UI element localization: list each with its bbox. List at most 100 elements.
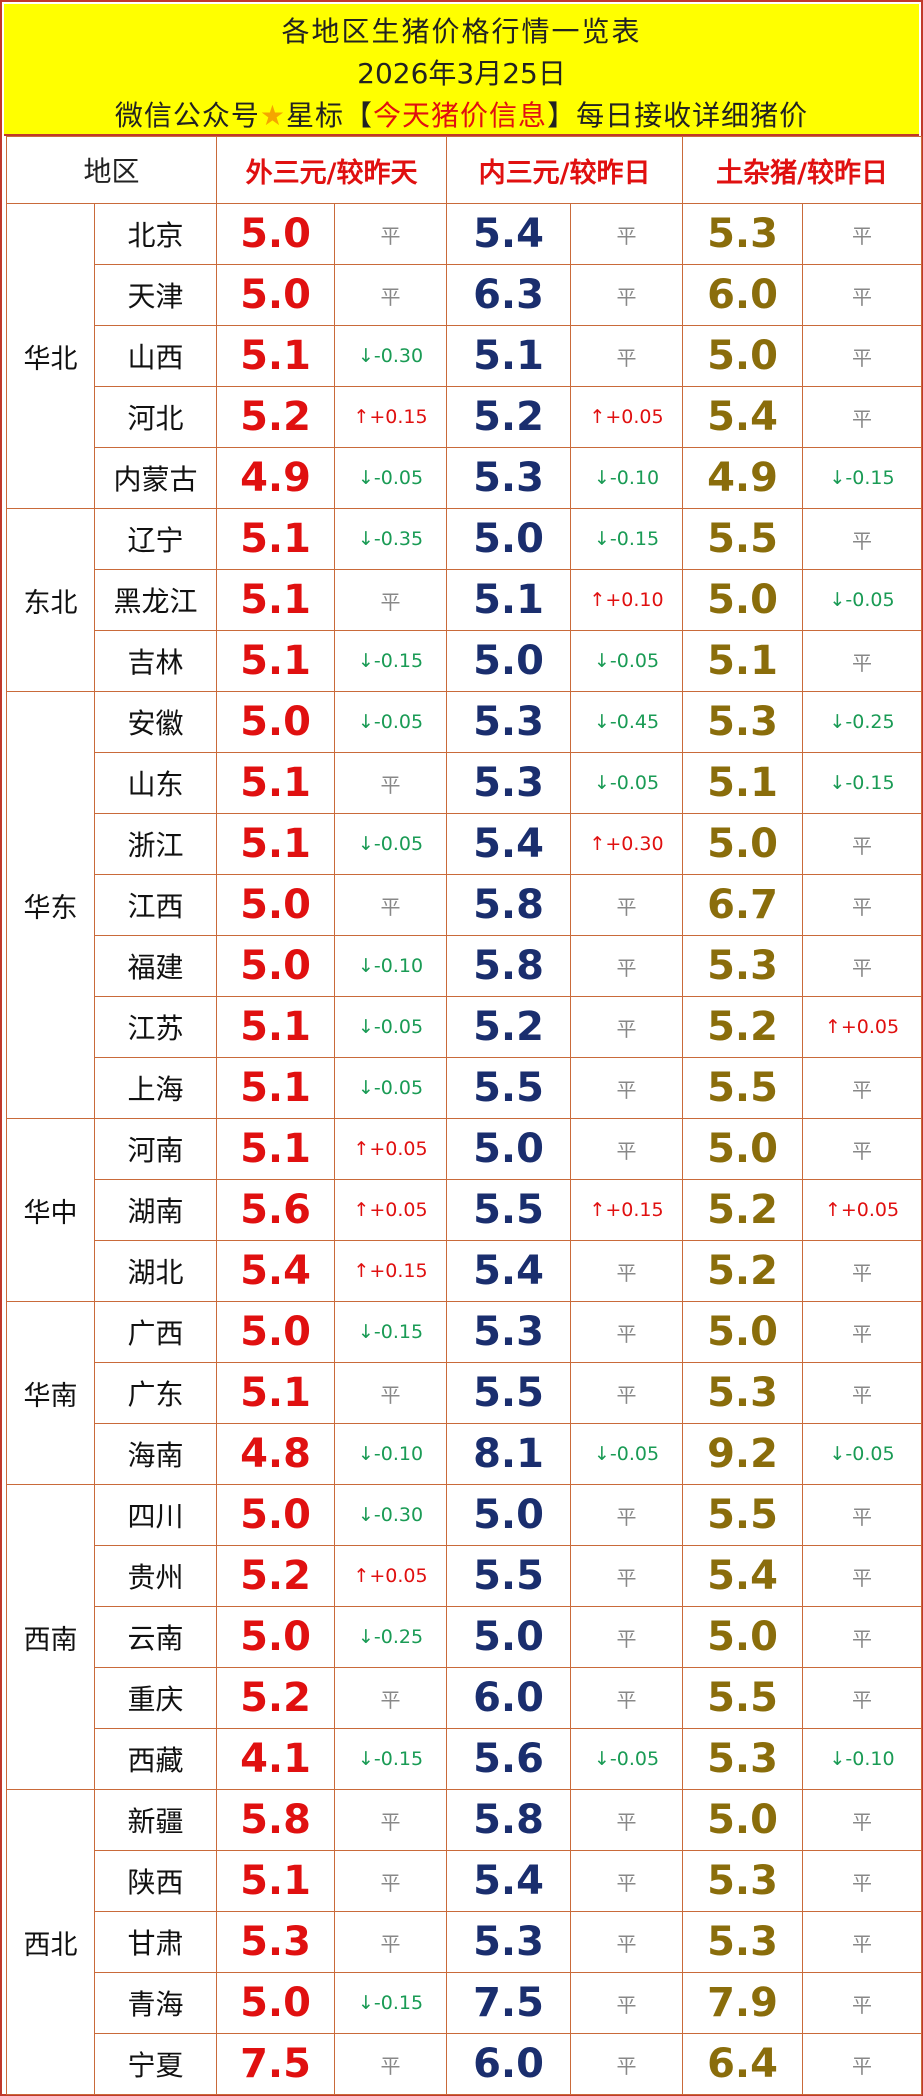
- province-cell: 江西: [93, 874, 218, 936]
- outer-three-change: ↓-0.30: [334, 325, 448, 387]
- province-cell: 山西: [93, 325, 218, 387]
- inner-three-change: 平: [570, 1484, 684, 1546]
- native-pig-change: 平: [802, 874, 923, 936]
- native-pig-price: 7.9: [682, 1972, 804, 2034]
- native-pig-change: 平: [802, 1972, 923, 2034]
- inner-three-price: 6.3: [446, 264, 572, 326]
- subscribe-suffix: 】每日接收详细猪价: [547, 99, 809, 132]
- outer-three-change: ↑+0.15: [334, 1240, 448, 1302]
- table-row: 东北 辽宁 5.1 ↓-0.35 5.0 ↓-0.15 5.5 平: [6, 508, 923, 692]
- subscribe-prefix: 微信公众号: [114, 99, 260, 132]
- province-cell: 河南: [93, 1118, 218, 1180]
- native-pig-price: 5.3: [682, 1911, 804, 1973]
- star-icon: ★: [259, 99, 287, 132]
- inner-three-price: 5.0: [446, 1484, 572, 1546]
- region-cell: 华中: [6, 1118, 95, 1302]
- price-table: 地区 外三元/较昨天 内三元/较昨日 土杂猪/较昨日 华北 北京 5.0 平 5.4 平 5…: [5, 136, 923, 2095]
- native-pig-price: 5.5: [682, 1484, 804, 1546]
- inner-three-change: ↑+0.10: [570, 569, 684, 631]
- region-cell: 东北: [6, 508, 95, 692]
- native-pig-price: 5.3: [682, 1728, 804, 1790]
- inner-three-change: 平: [570, 1667, 684, 1729]
- inner-three-change: ↓-0.05: [570, 1423, 684, 1485]
- outer-three-price: 5.1: [216, 996, 336, 1058]
- inner-three-price: 5.8: [446, 1789, 572, 1851]
- inner-three-price: 5.4: [446, 1240, 572, 1302]
- inner-three-change: 平: [570, 1240, 684, 1302]
- province-cell: 四川: [93, 1484, 218, 1546]
- inner-three-price: 5.4: [446, 813, 572, 875]
- outer-three-change: ↓-0.05: [334, 1057, 448, 1119]
- outer-three-change: ↓-0.10: [334, 935, 448, 997]
- native-pig-change: ↓-0.10: [802, 1728, 923, 1790]
- table-row: 河北 5.2 ↑+0.15 5.2 ↑+0.05 5.4 平: [7, 386, 923, 448]
- outer-three-price: 4.1: [216, 1728, 336, 1790]
- province-cell: 湖北: [93, 1240, 218, 1302]
- inner-three-change: ↓-0.45: [570, 691, 684, 753]
- table-row: 山西 5.1 ↓-0.30 5.1 平 5.0 平: [7, 325, 923, 387]
- outer-three-change: ↓-0.15: [334, 1301, 448, 1363]
- table-row: 华中 河南 5.1 ↑+0.05 5.0 平 5.0 平: [6, 1118, 923, 1302]
- inner-three-change: 平: [570, 1362, 684, 1424]
- outer-three-price: 5.0: [216, 1484, 336, 1546]
- table-row: 重庆 5.2 平 6.0 平 5.5 平: [7, 1667, 923, 1729]
- native-pig-change: ↓-0.05: [802, 569, 923, 631]
- native-pig-change: 平: [802, 1911, 923, 1973]
- province-cell: 辽宁: [93, 508, 218, 570]
- table-row: 福建 5.0 ↓-0.10 5.8 平 5.3 平: [7, 935, 923, 997]
- outer-three-change: 平: [334, 203, 448, 265]
- outer-three-price: 5.1: [216, 1057, 336, 1119]
- inner-three-price: 5.0: [446, 630, 572, 692]
- native-pig-change: 平: [802, 1362, 923, 1424]
- outer-three-price: 5.1: [216, 1118, 336, 1180]
- outer-three-change: 平: [334, 1789, 448, 1851]
- inner-three-change: 平: [570, 1118, 684, 1180]
- outer-three-price: 5.1: [216, 1362, 336, 1424]
- native-pig-change: 平: [802, 264, 923, 326]
- outer-three-price: 5.0: [216, 1301, 336, 1363]
- table-row: 广东 5.1 平 5.5 平 5.3 平: [7, 1362, 923, 1424]
- outer-three-price: 5.1: [216, 569, 336, 631]
- outer-three-price: 5.0: [216, 1972, 336, 2034]
- region-cell: 华南: [6, 1301, 95, 1485]
- col-header-region: 地区: [5, 136, 218, 204]
- inner-three-price: 5.0: [446, 1118, 572, 1180]
- province-cell: 福建: [93, 935, 218, 997]
- outer-three-price: 7.5: [216, 2033, 336, 2095]
- province-cell: 天津: [93, 264, 218, 326]
- subscribe-line: 微信公众号★星标【今天猪价信息】每日接收详细猪价: [4, 94, 919, 134]
- inner-three-price: 5.3: [446, 752, 572, 814]
- outer-three-change: 平: [334, 569, 448, 631]
- province-cell: 海南: [93, 1423, 218, 1485]
- native-pig-price: 5.0: [682, 1301, 804, 1363]
- outer-three-change: ↓-0.25: [334, 1606, 448, 1668]
- account-name: 今天猪价信息: [373, 99, 548, 132]
- native-pig-change: 平: [802, 813, 923, 875]
- native-pig-price: 5.3: [682, 1362, 804, 1424]
- inner-three-change: ↓-0.05: [570, 1728, 684, 1790]
- native-pig-price: 4.9: [682, 447, 804, 509]
- native-pig-change: 平: [802, 1301, 923, 1363]
- native-pig-change: ↓-0.25: [802, 691, 923, 753]
- native-pig-price: 5.5: [682, 1057, 804, 1119]
- outer-three-price: 5.1: [216, 752, 336, 814]
- inner-three-price: 5.4: [446, 1850, 572, 1912]
- outer-three-change: ↓-0.15: [334, 1728, 448, 1790]
- inner-three-price: 5.3: [446, 447, 572, 509]
- native-pig-change: 平: [802, 386, 923, 448]
- table-row: 贵州 5.2 ↑+0.05 5.5 平 5.4 平: [7, 1545, 923, 1607]
- table-row: 云南 5.0 ↓-0.25 5.0 平 5.0 平: [7, 1606, 923, 1668]
- native-pig-price: 5.0: [682, 1118, 804, 1180]
- native-pig-change: 平: [802, 1606, 923, 1668]
- outer-three-price: 5.0: [216, 203, 336, 265]
- table-row: 西南 四川 5.0 ↓-0.30 5.0 平 5.5 平: [6, 1484, 923, 1790]
- table-row: 湖南 5.6 ↑+0.05 5.5 ↑+0.15 5.2 ↑+0.05: [7, 1179, 923, 1241]
- col-header-native-pig: 土杂猪/较昨日: [682, 136, 923, 204]
- inner-three-price: 5.4: [446, 203, 572, 265]
- province-cell: 安徽: [93, 691, 218, 753]
- province-cell: 浙江: [93, 813, 218, 875]
- outer-three-change: ↓-0.05: [334, 691, 448, 753]
- table-row: 陕西 5.1 平 5.4 平 5.3 平: [7, 1850, 923, 1912]
- inner-three-change: 平: [570, 325, 684, 387]
- table-row: 甘肃 5.3 平 5.3 平 5.3 平: [7, 1911, 923, 1973]
